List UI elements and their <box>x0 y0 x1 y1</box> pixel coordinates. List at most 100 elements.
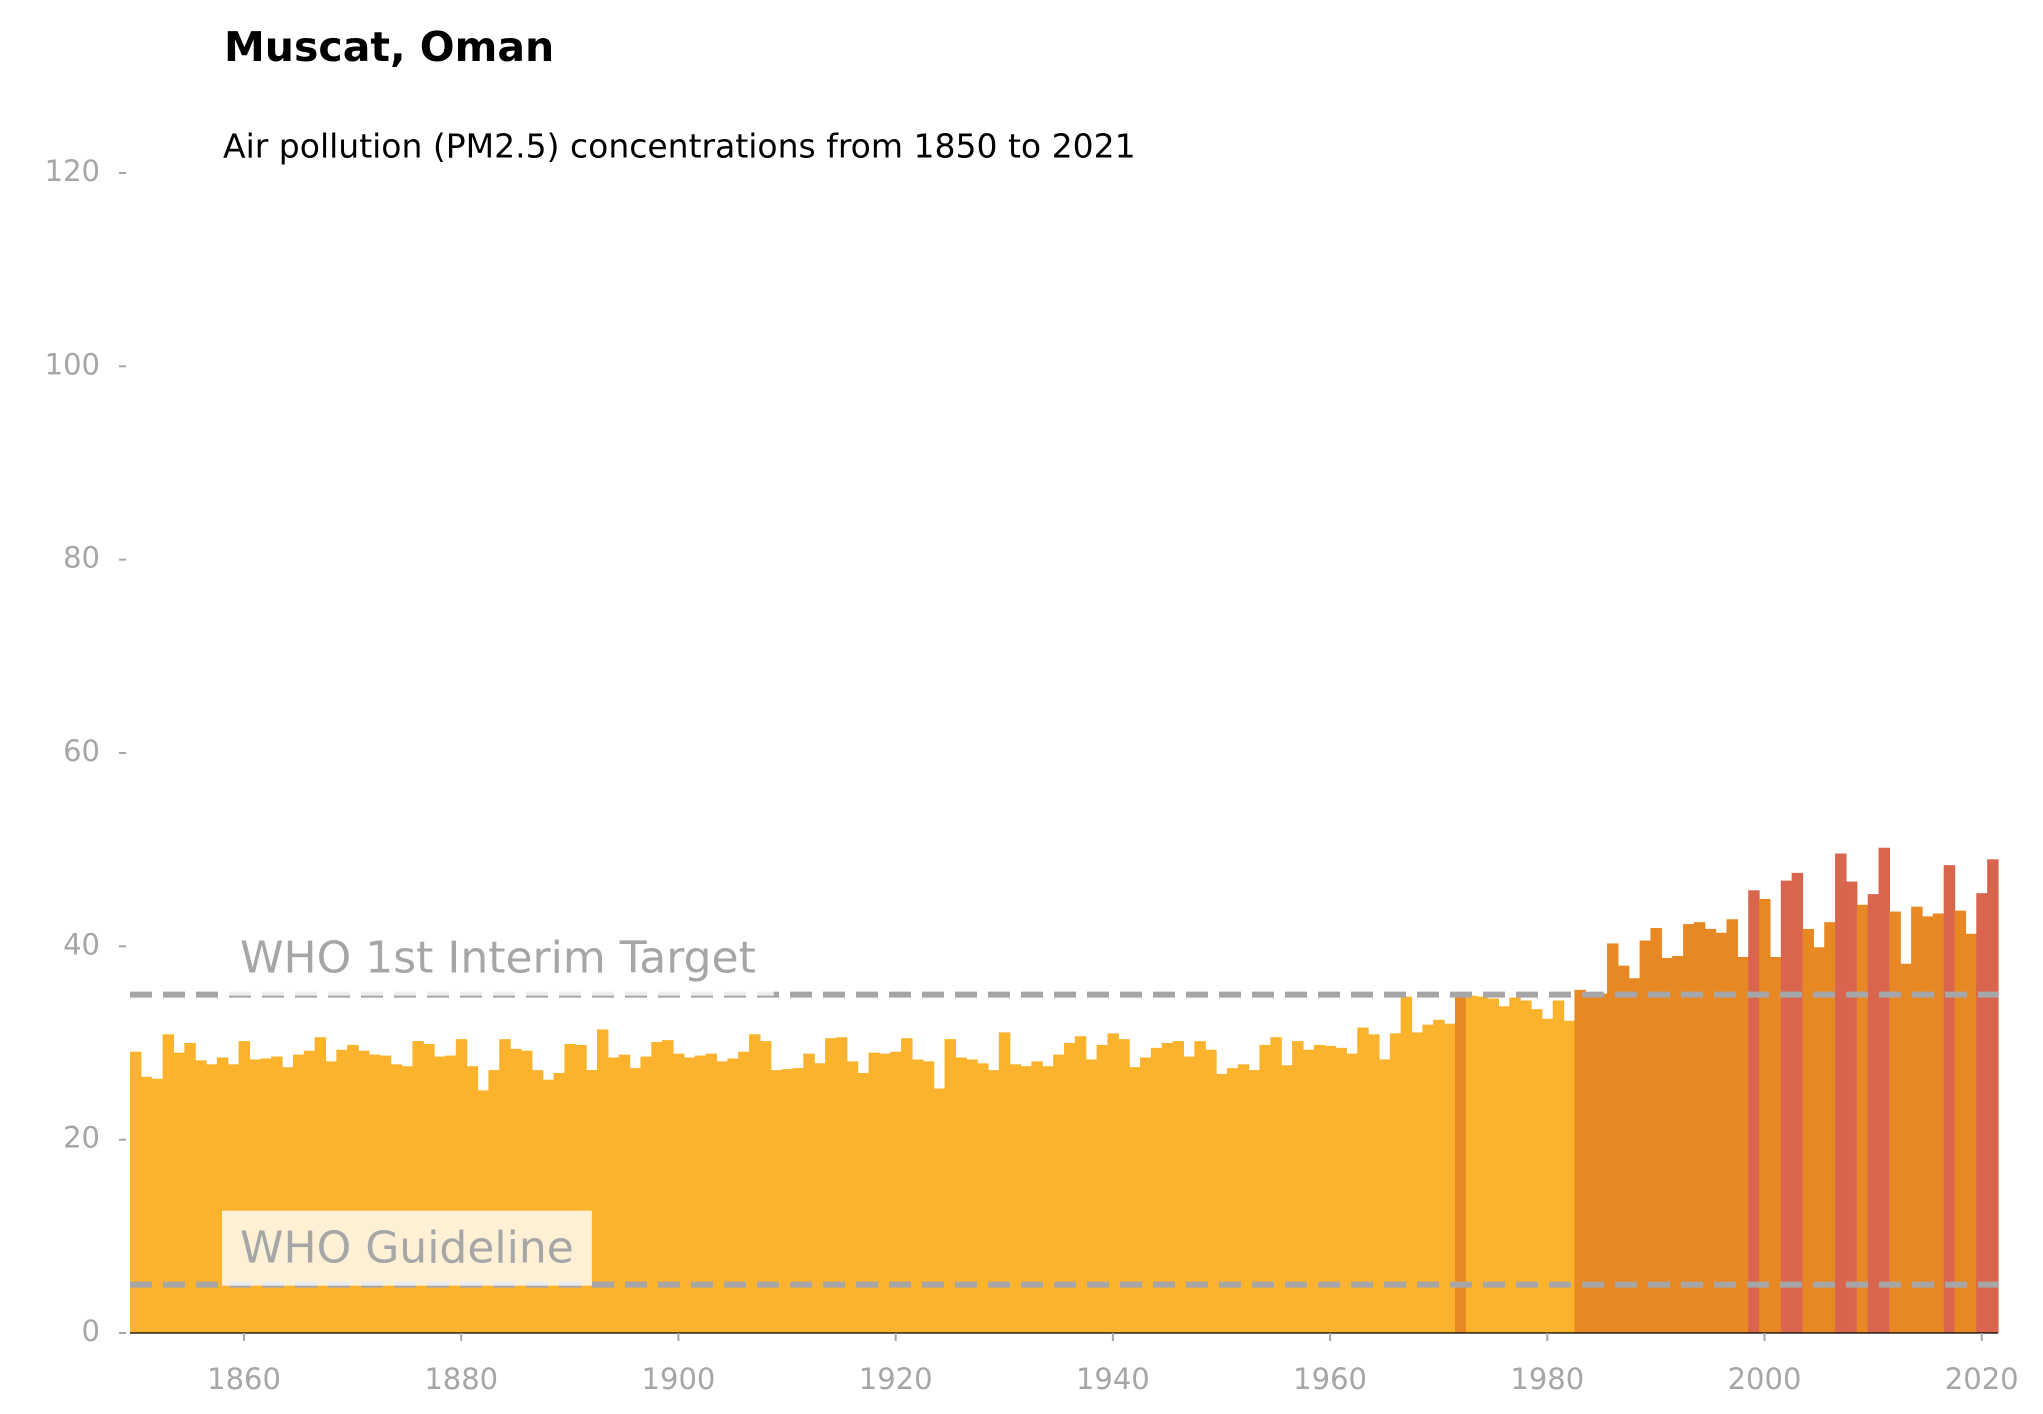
bar <box>1574 989 1586 1333</box>
bar <box>162 1034 175 1333</box>
bar <box>227 1064 240 1333</box>
bar <box>933 1088 946 1333</box>
bar <box>1802 928 1814 1333</box>
bar <box>1302 1049 1315 1333</box>
bar <box>1107 1033 1119 1333</box>
bar <box>1650 927 1662 1333</box>
bar <box>1552 1000 1565 1333</box>
bar <box>1031 1061 1043 1333</box>
bar <box>629 1068 642 1333</box>
bar <box>586 1070 598 1333</box>
bar <box>1368 1034 1380 1333</box>
bar <box>662 1040 674 1333</box>
x-tick-label: 2000 <box>1728 1362 1802 1396</box>
bar <box>130 1051 142 1333</box>
bar <box>890 1051 902 1333</box>
bar <box>216 1057 229 1333</box>
bar <box>1389 1033 1402 1333</box>
bar <box>1226 1068 1239 1333</box>
bar <box>1259 1044 1271 1333</box>
bar <box>303 1050 316 1333</box>
bar <box>1411 1032 1423 1333</box>
bar <box>1422 1024 1434 1333</box>
bar <box>282 1067 294 1333</box>
bar <box>1118 1039 1130 1333</box>
bar <box>911 1059 924 1333</box>
bar <box>1845 881 1858 1333</box>
y-tick-label: 0 <box>82 1314 100 1348</box>
bar <box>434 1056 446 1333</box>
bar <box>1053 1054 1065 1333</box>
reference-label: WHO 1st Interim Target <box>240 933 756 984</box>
y-tick-label: 20 <box>63 1121 100 1155</box>
bar <box>1639 940 1652 1333</box>
bar <box>705 1053 718 1333</box>
bar <box>835 1037 848 1333</box>
bar <box>347 1044 359 1333</box>
bar <box>140 1076 153 1333</box>
y-tick-label: 40 <box>63 927 100 961</box>
bar <box>1628 978 1641 1333</box>
bar <box>966 1059 978 1333</box>
bar <box>1313 1044 1326 1333</box>
bar <box>1585 992 1597 1333</box>
bar <box>1509 997 1521 1333</box>
bar <box>1661 957 1673 1333</box>
x-tick-label: 1960 <box>1293 1362 1367 1396</box>
bar <box>1378 1059 1391 1333</box>
bar <box>1520 1000 1532 1333</box>
x-tick-label: 1940 <box>1076 1362 1150 1396</box>
bar <box>1129 1067 1141 1333</box>
bar <box>998 1032 1011 1333</box>
bar <box>1085 1059 1098 1333</box>
bar <box>1943 865 1956 1333</box>
y-tick-label: 100 <box>45 347 100 381</box>
bar <box>1498 1006 1510 1333</box>
bar <box>1791 872 1804 1333</box>
bar <box>879 1053 891 1333</box>
bar <box>1748 890 1760 1333</box>
bar <box>955 1057 967 1333</box>
bar <box>510 1048 522 1333</box>
bar <box>1531 1009 1543 1333</box>
bar <box>499 1039 511 1333</box>
bar <box>1889 911 1901 1333</box>
bar <box>1161 1043 1174 1333</box>
x-tick-label: 1880 <box>424 1362 498 1396</box>
x-tick-label: 1900 <box>642 1362 716 1396</box>
bar <box>520 1050 533 1333</box>
bar <box>466 1066 479 1333</box>
bar <box>553 1072 566 1333</box>
bar <box>1140 1057 1152 1333</box>
bar <box>922 1061 935 1333</box>
bar <box>868 1052 880 1333</box>
bar <box>1183 1056 1195 1333</box>
bar <box>1541 1018 1554 1333</box>
bar <box>1900 963 1912 1333</box>
bar <box>444 1055 457 1333</box>
bar <box>738 1051 750 1333</box>
bar <box>977 1063 989 1333</box>
bar <box>1932 913 1945 1333</box>
bar <box>368 1054 381 1333</box>
bar <box>564 1043 576 1333</box>
bar <box>531 1070 544 1333</box>
bar <box>987 1070 1000 1333</box>
bar <box>1672 956 1684 1333</box>
bar <box>1465 995 1478 1333</box>
bar <box>1607 943 1619 1333</box>
bar <box>1454 992 1467 1333</box>
bar <box>1476 996 1489 1333</box>
bar <box>1281 1065 1293 1333</box>
bar <box>1759 898 1771 1333</box>
bar <box>1444 1023 1456 1333</box>
bar <box>1064 1043 1076 1333</box>
bar <box>1042 1066 1054 1333</box>
bar <box>1683 924 1695 1333</box>
bar <box>1357 1027 1369 1333</box>
bar <box>814 1063 826 1333</box>
reference-label: WHO Guideline <box>240 1223 574 1274</box>
bar <box>336 1049 348 1333</box>
bar <box>727 1058 739 1333</box>
bar <box>1954 910 1967 1333</box>
